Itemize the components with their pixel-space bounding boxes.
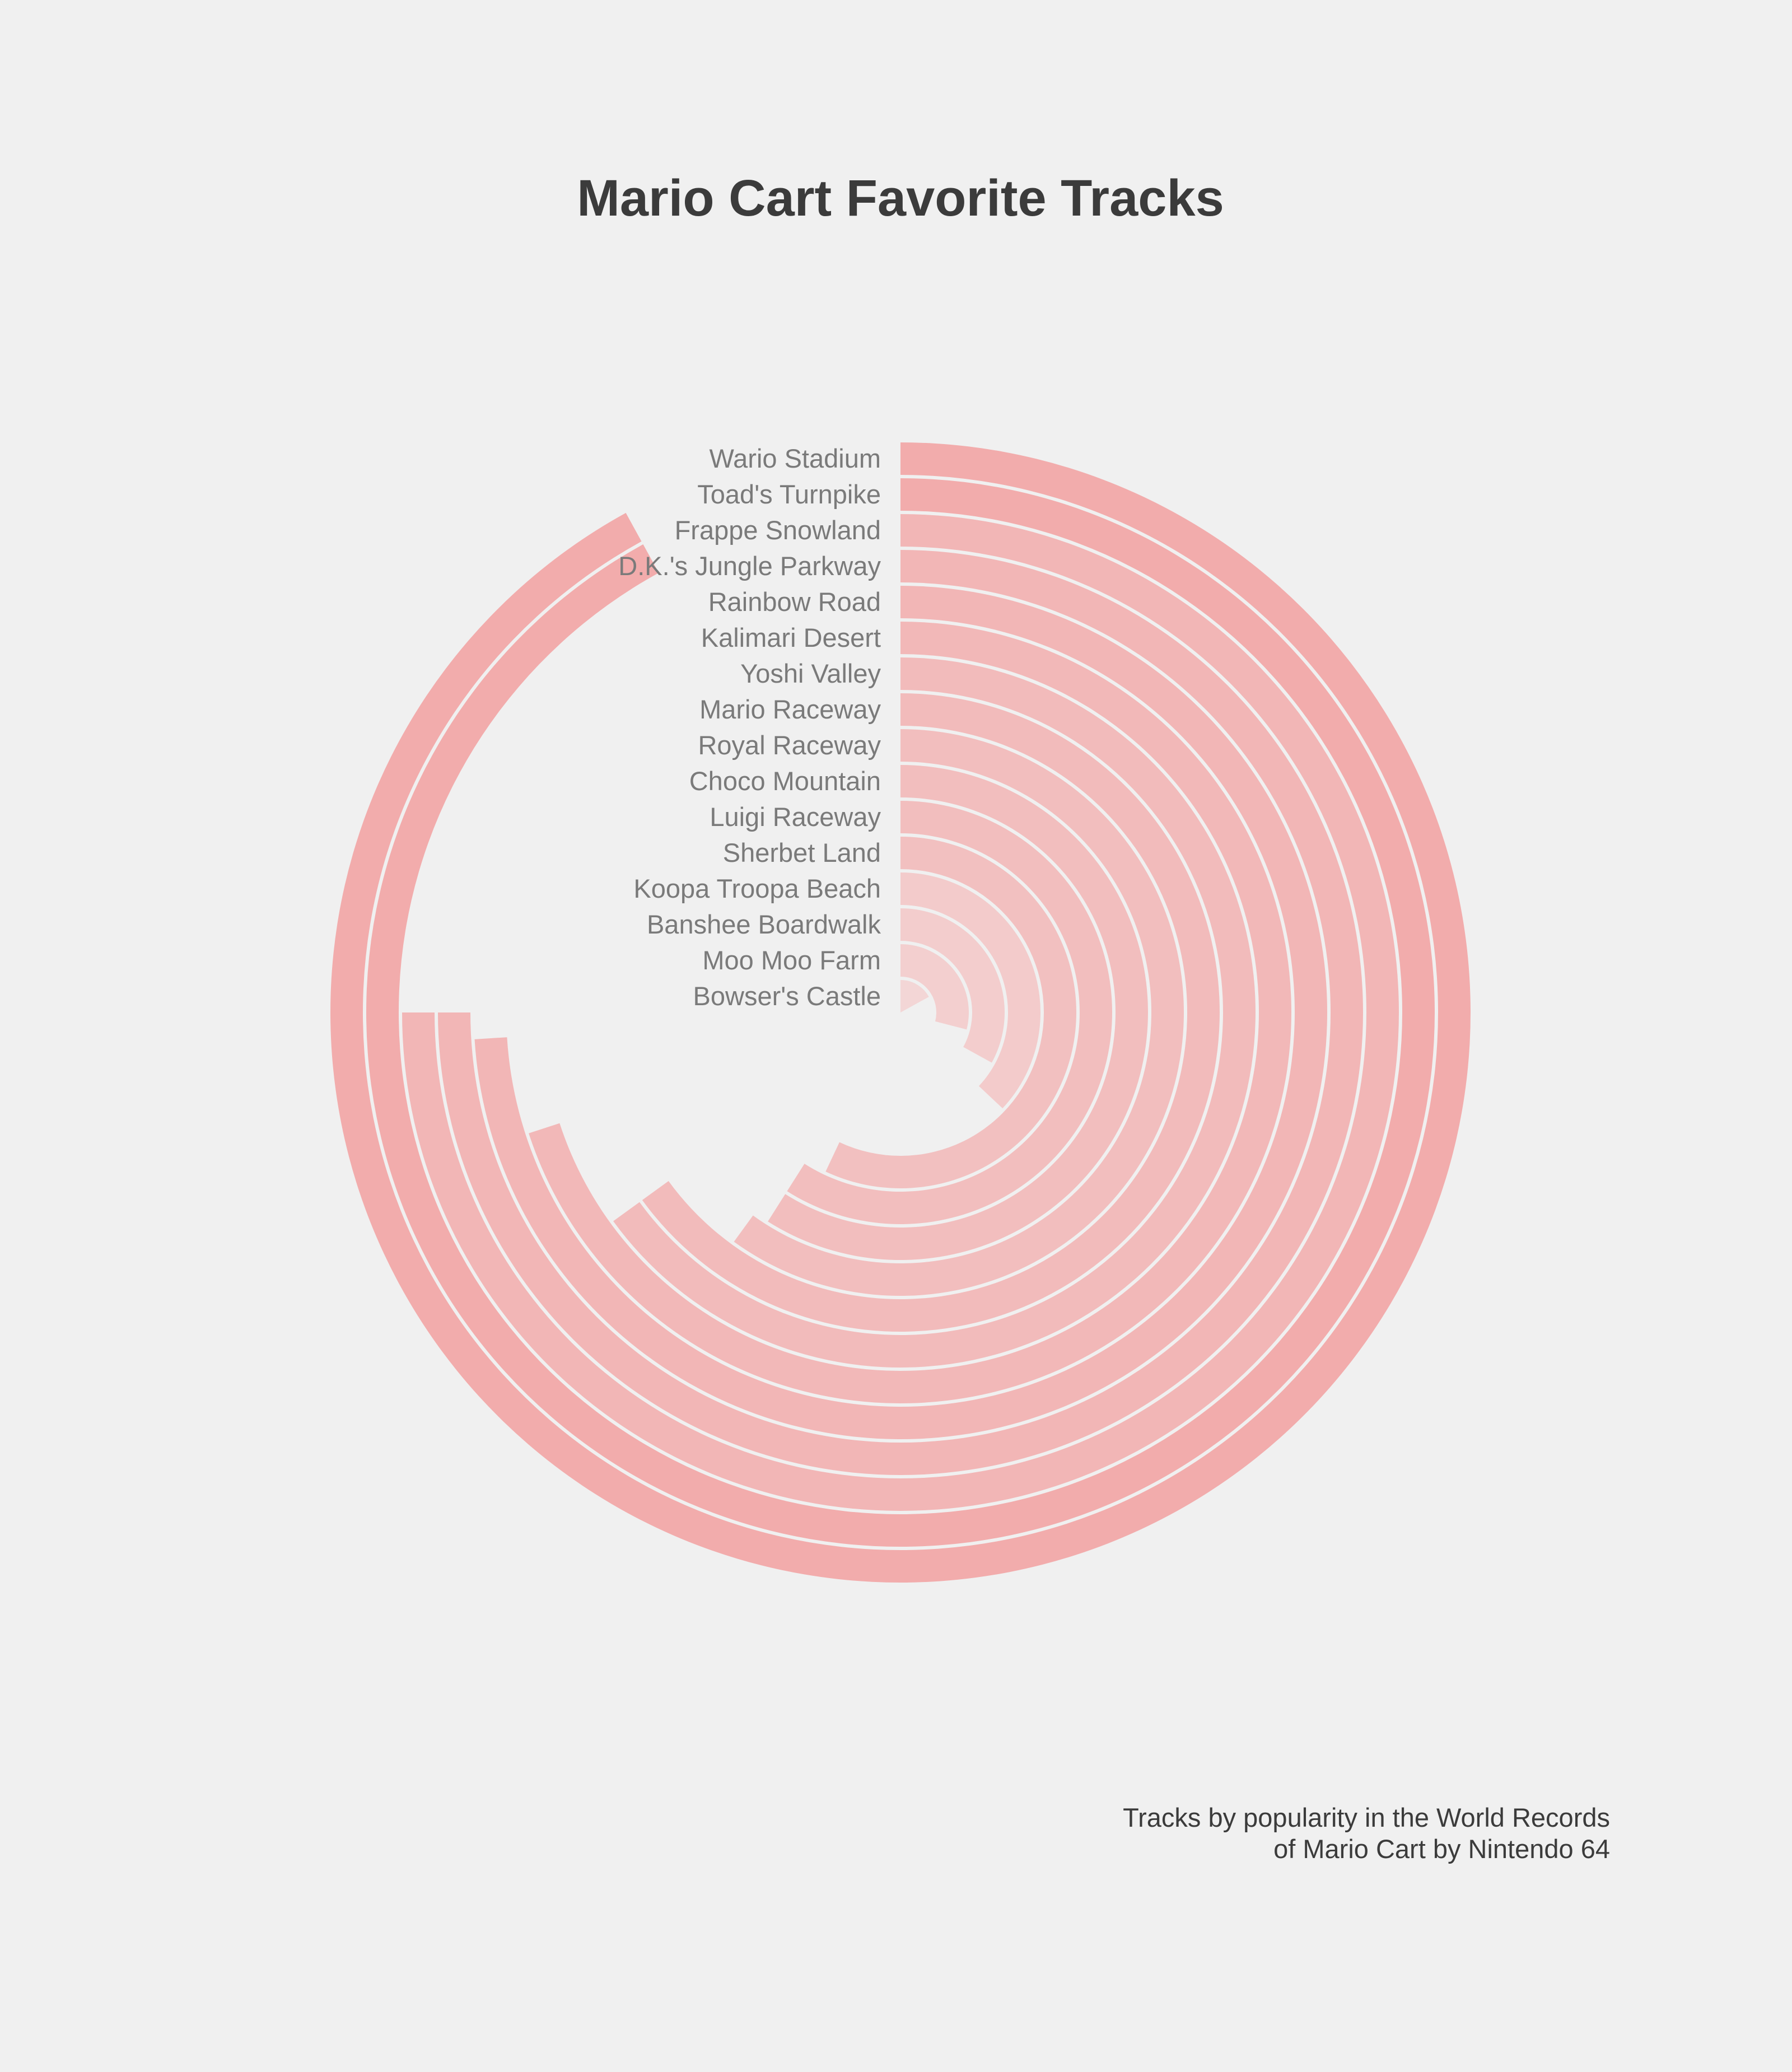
label-rainbow-road: Rainbow Road xyxy=(708,587,881,617)
bar-moo-moo-farm xyxy=(900,944,969,1030)
bar-luigi-raceway xyxy=(787,801,1113,1224)
bar-bowser-s-castle xyxy=(900,980,929,1012)
label-kalimari-desert: Kalimari Desert xyxy=(701,623,881,652)
label-toad-s-turnpike: Toad's Turnpike xyxy=(697,479,881,509)
caption-line-1: Tracks by popularity in the World Record… xyxy=(1123,1803,1610,1832)
label-koopa-troopa-beach: Koopa Troopa Beach xyxy=(633,874,881,903)
label-banshee-boardwalk: Banshee Boardwalk xyxy=(647,909,881,939)
bars-group xyxy=(330,442,1471,1583)
label-luigi-raceway: Luigi Raceway xyxy=(710,802,881,832)
label-choco-mountain: Choco Mountain xyxy=(689,766,881,796)
label-frappe-snowland: Frappe Snowland xyxy=(675,515,881,545)
label-wario-stadium: Wario Stadium xyxy=(710,444,881,473)
label-sherbet-land: Sherbet Land xyxy=(723,838,881,867)
bar-koopa-troopa-beach xyxy=(900,872,1041,1109)
label-d-k-s-jungle-parkway: D.K.'s Jungle Parkway xyxy=(618,551,881,581)
labels-group: Wario Stadium Toad's Turnpike Frappe Snowl… xyxy=(618,444,881,1011)
bar-sherbet-land xyxy=(825,837,1077,1188)
label-mario-raceway: Mario Raceway xyxy=(699,694,881,724)
label-royal-raceway: Royal Raceway xyxy=(698,730,881,760)
chart-title: Mario Cart Favorite Tracks xyxy=(577,170,1224,227)
bar-royal-raceway xyxy=(734,729,1184,1296)
label-moo-moo-farm: Moo Moo Farm xyxy=(702,945,881,975)
label-yoshi-valley: Yoshi Valley xyxy=(740,659,881,688)
label-bowser-s-castle: Bowser's Castle xyxy=(693,981,881,1011)
caption-line-2: of Mario Cart by Nintendo 64 xyxy=(1273,1834,1610,1864)
bar-choco-mountain xyxy=(768,765,1148,1260)
bar-banshee-boardwalk xyxy=(900,908,1005,1063)
